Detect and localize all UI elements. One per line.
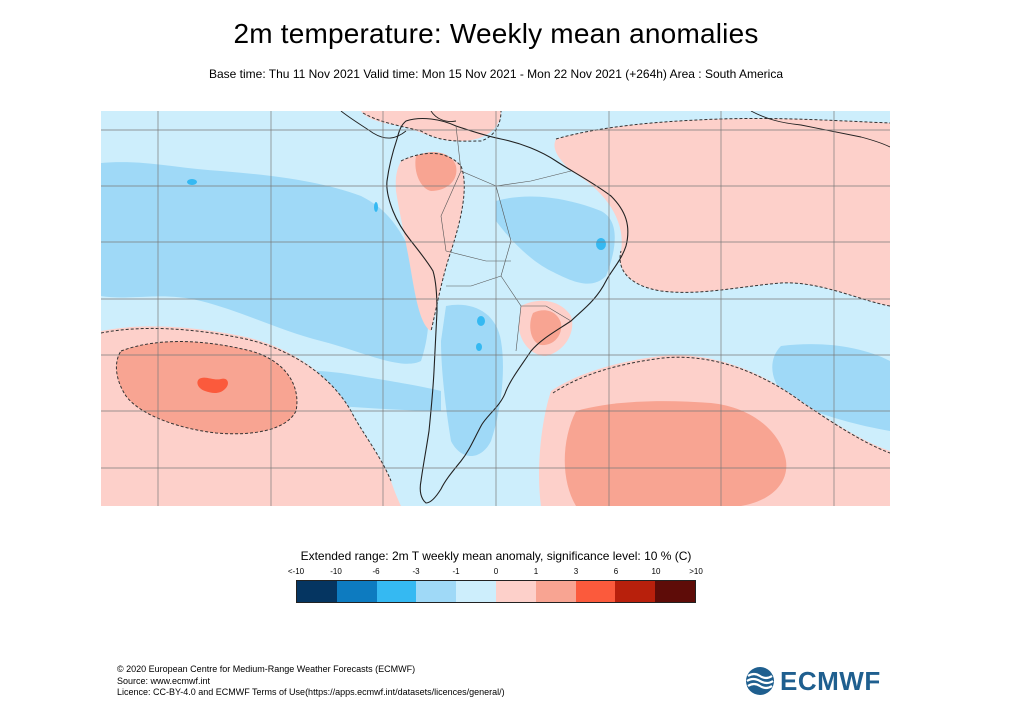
contour-andes <box>400 152 465 332</box>
legend-tick-label: -10 <box>330 567 342 576</box>
anomaly-spot-peru <box>374 202 378 212</box>
anomaly-region-paraguay-salmon <box>530 310 562 346</box>
legend-tick-label: 3 <box>573 567 579 576</box>
legend-swatch <box>456 581 496 602</box>
central-america-outline <box>340 111 457 139</box>
africa-outline <box>750 111 890 148</box>
ecmwf-logo: ECMWF <box>743 666 881 696</box>
anomaly-region-pacific-cool <box>101 162 429 364</box>
legend-tick-label: 1 <box>533 567 539 576</box>
anomaly-region-southatlantic-salmon <box>564 401 787 506</box>
anomaly-region-andes-salmon <box>415 152 457 191</box>
anomaly-spot-pacific <box>187 179 197 185</box>
legend-swatch <box>615 581 656 602</box>
legend-swatch <box>297 581 337 602</box>
legend-swatch <box>535 581 576 602</box>
anomaly-region-atlantic-warm <box>554 118 890 306</box>
credits-licence: Licence: CC-BY-4.0 and ECMWF Terms of Us… <box>117 687 505 697</box>
anomaly-spot-southpacific-red <box>197 377 228 393</box>
legend-swatch <box>655 581 695 602</box>
legend-tick-labels: <-10 -10 -6 -3 -1 0 1 3 6 10 >10 <box>276 567 716 579</box>
anomaly-region-brazil-cool <box>496 196 615 284</box>
legend-tick-label: -6 <box>372 567 380 576</box>
legend-swatch <box>376 581 417 602</box>
contour-northwest <box>362 111 502 142</box>
credits-copyright: © 2020 European Centre for Medium-Range … <box>117 664 416 674</box>
anomaly-map-svg <box>101 111 890 506</box>
legend-tick-label: 6 <box>613 567 619 576</box>
credits: © 2020 European Centre for Medium-Range … <box>117 664 505 699</box>
anomaly-spot-argentina-1 <box>477 316 485 326</box>
chart-title: 2m temperature: Weekly mean anomalies <box>233 18 759 49</box>
legend-tick-label: <-10 <box>287 567 305 576</box>
legend-color-bar <box>296 580 696 603</box>
legend-title: Extended range: 2m T weekly mean anomaly… <box>300 549 692 563</box>
anomaly-spot-argentina-2 <box>476 343 482 351</box>
legend-tick-label: -1 <box>452 567 460 576</box>
anomaly-region-northwest-warm <box>361 111 501 142</box>
chart-subtitle: Base time: Thu 11 Nov 2021 Valid time: M… <box>209 67 783 81</box>
anomaly-region-atlantic-cool <box>772 344 890 431</box>
legend-tick-label: >10 <box>689 567 703 576</box>
legend-swatch <box>416 581 457 602</box>
south-america-outline <box>386 117 629 504</box>
contour-salmon-sp <box>115 341 298 435</box>
contour-southatlantic <box>552 356 890 454</box>
ecmwf-logo-text: ECMWF <box>780 666 881 696</box>
anomaly-region-argentina-cool <box>441 304 503 456</box>
legend-tick-label: 10 <box>651 567 661 576</box>
legend-swatch <box>336 581 377 602</box>
legend-tick-label: -3 <box>412 567 420 576</box>
legend-swatch <box>495 581 536 602</box>
ecmwf-logo-icon <box>746 667 774 695</box>
legend-tick-label: 0 <box>493 567 499 576</box>
anomaly-map <box>101 111 890 506</box>
legend-swatch <box>575 581 616 602</box>
contour-southpacific <box>101 327 392 482</box>
anomaly-spot-brazil <box>596 238 606 250</box>
graticule <box>101 111 890 506</box>
credits-source: Source: www.ecmwf.int <box>117 675 211 686</box>
